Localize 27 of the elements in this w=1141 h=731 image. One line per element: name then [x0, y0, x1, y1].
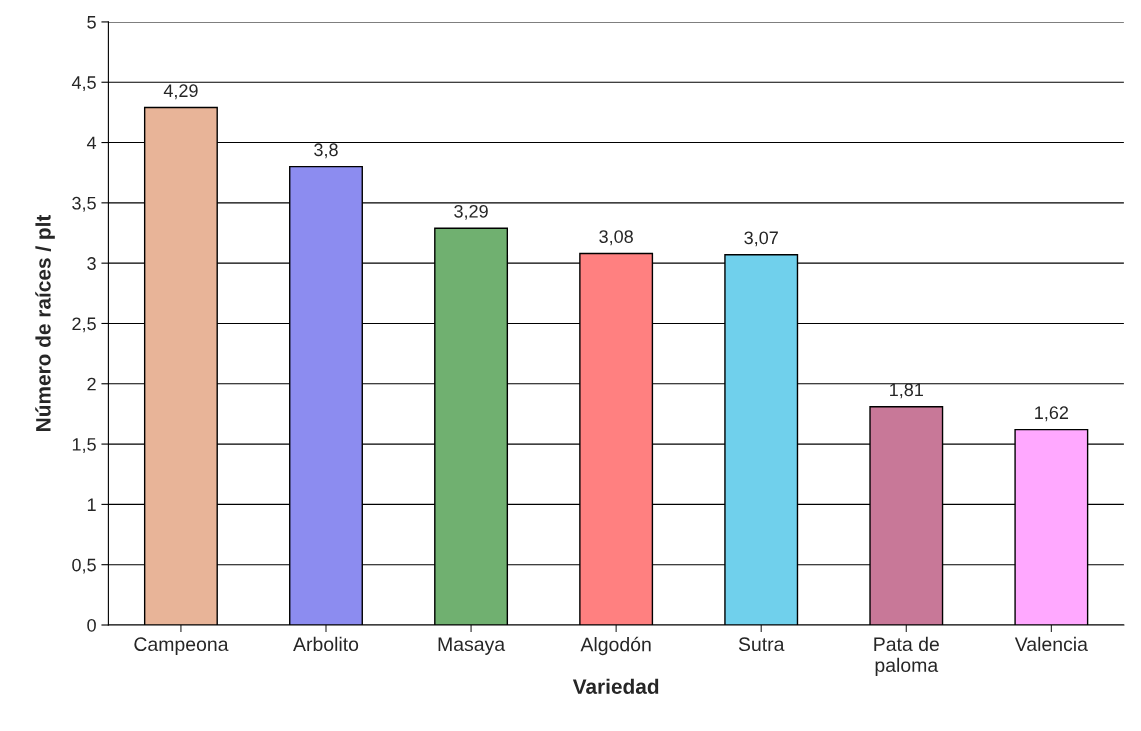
x-tick-label: Arbolito	[293, 636, 359, 652]
y-tick-label: 1	[87, 498, 96, 511]
data-label: 4,29	[163, 84, 198, 100]
y-tick-label: 2,5	[72, 317, 96, 333]
y-tick-label: 0,5	[72, 558, 96, 574]
x-tick-label: Valencia	[1014, 636, 1088, 652]
data-label: 1,62	[1035, 406, 1069, 422]
y-axis-title: Número de raíces / plt	[35, 214, 55, 431]
data-label: 3,07	[744, 231, 778, 247]
x-tick-label: Algodón	[580, 636, 651, 656]
data-label: 3,08	[599, 230, 633, 246]
y-tick-label: 1,5	[72, 438, 96, 453]
y-tick-label: 4	[86, 136, 97, 150]
x-tick-label: Masaya	[438, 637, 506, 655]
x-tick-label: Sutra	[738, 637, 785, 652]
y-tick-label: 3	[87, 257, 96, 270]
y-tick-label: 5	[87, 16, 96, 29]
x-axis-title: Variedad	[572, 678, 659, 694]
data-label: 1,81	[890, 383, 923, 399]
y-tick-label: 0	[87, 618, 96, 632]
y-tick-label: 2	[87, 377, 96, 391]
x-tick-label: Campeona	[134, 637, 229, 655]
data-label: 3,8	[314, 143, 338, 159]
x-tick-label: Pata de paloma	[874, 636, 939, 676]
data-label: 3,29	[454, 204, 488, 220]
y-tick-label: 4,5	[71, 76, 96, 92]
y-tick-label: 3,5	[72, 196, 96, 212]
